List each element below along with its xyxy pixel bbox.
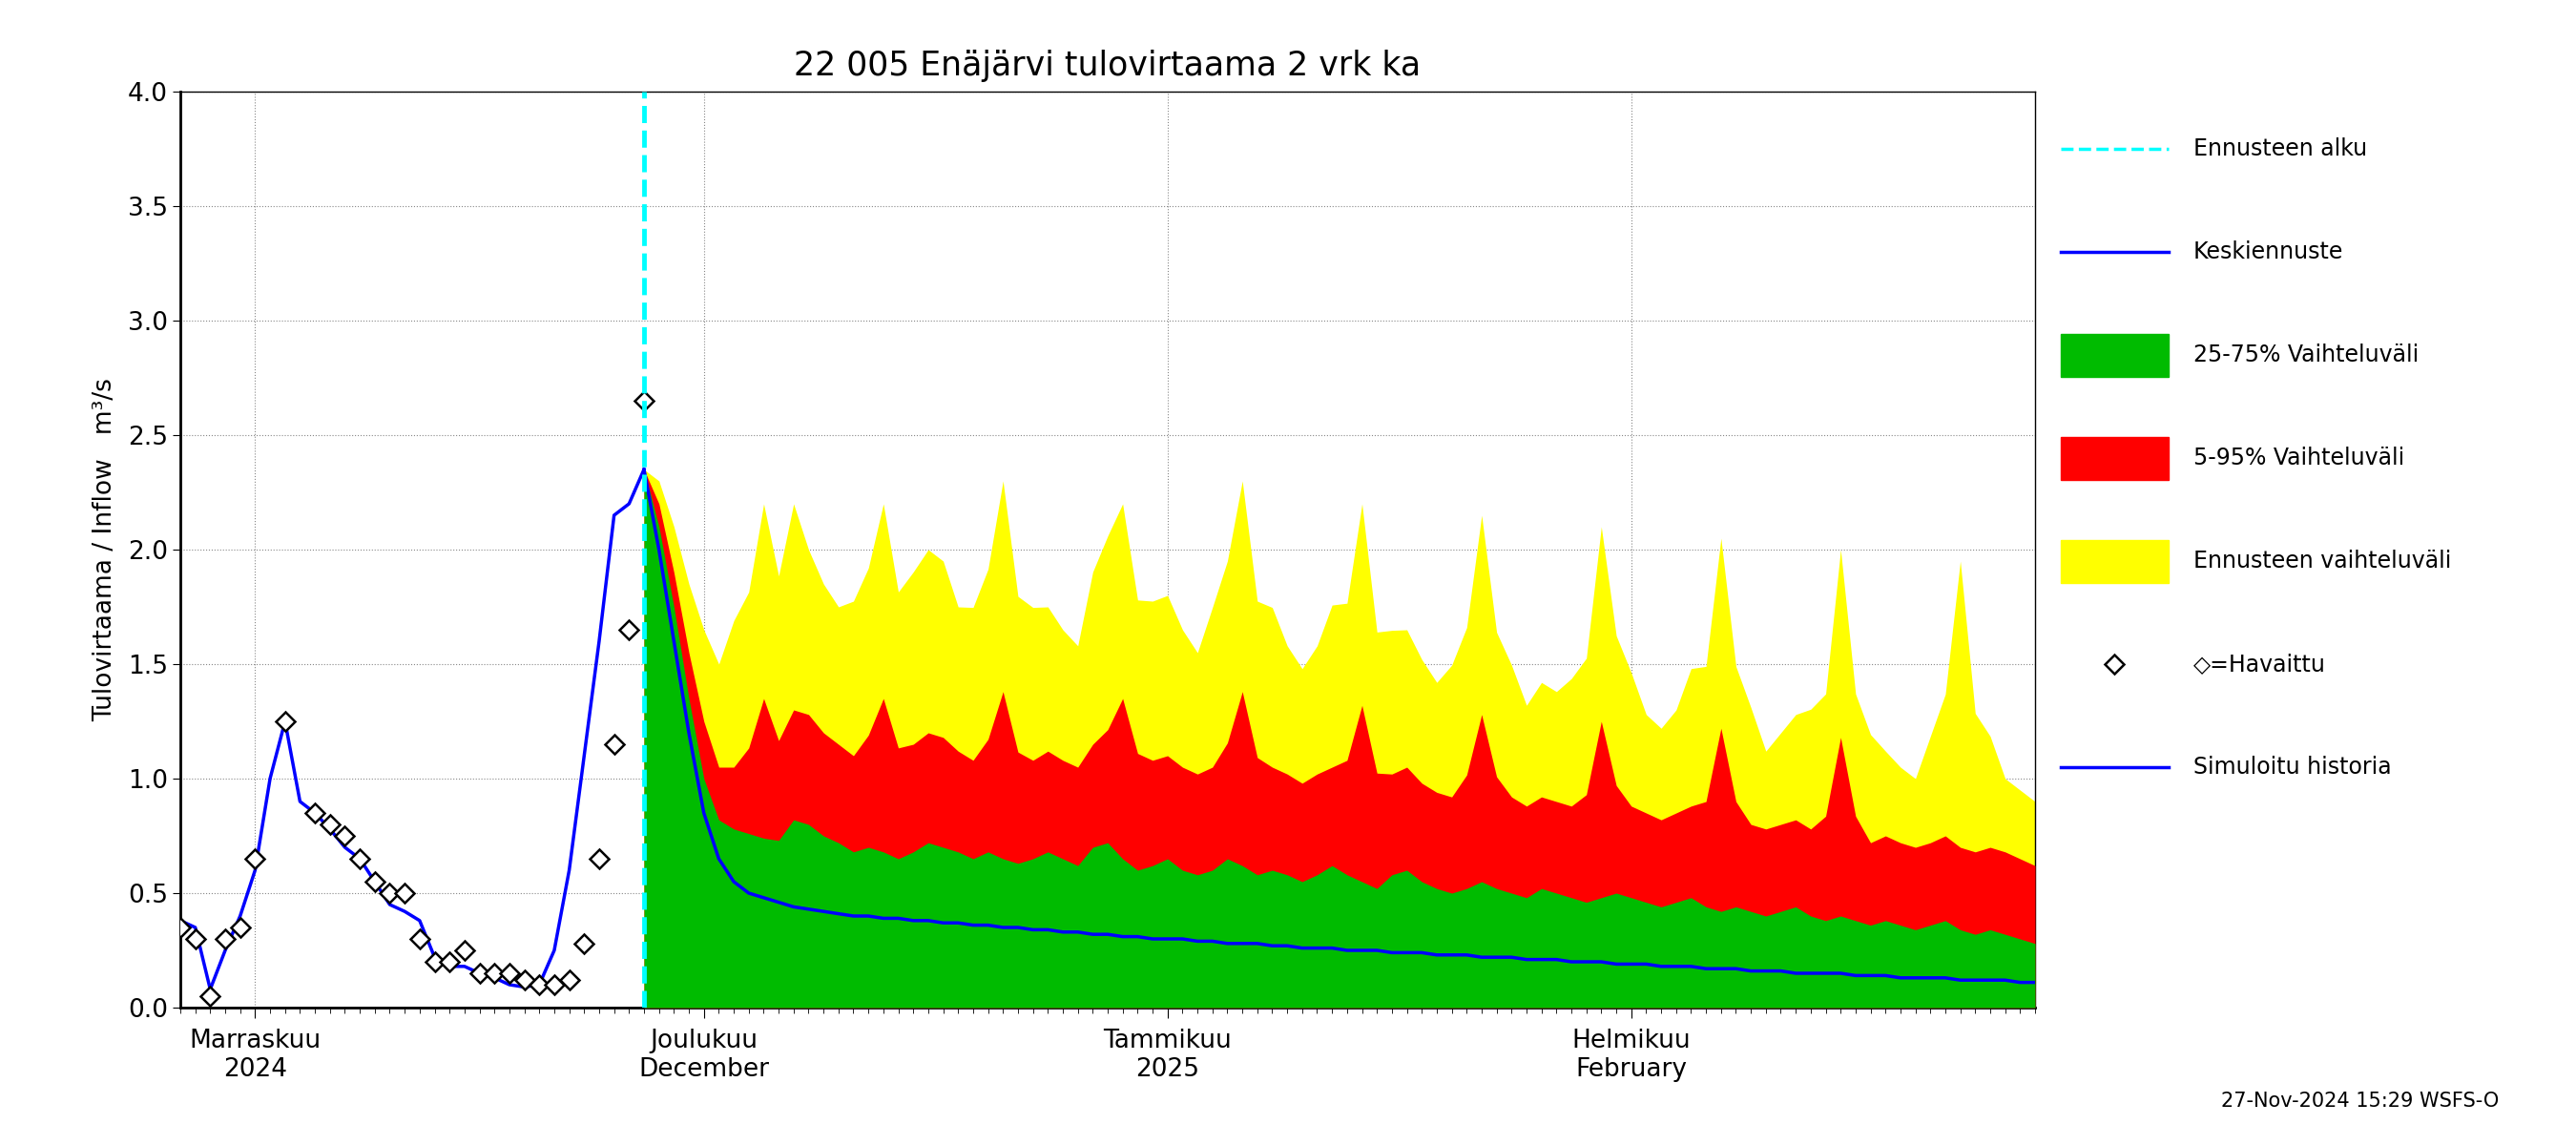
Text: Ennusteen alku: Ennusteen alku (2192, 137, 2367, 160)
FancyBboxPatch shape (2061, 333, 2169, 377)
Text: Keskiennuste: Keskiennuste (2192, 240, 2344, 263)
Y-axis label: Tulovirtaama / Inflow   m³/s: Tulovirtaama / Inflow m³/s (93, 378, 116, 721)
FancyBboxPatch shape (2061, 436, 2169, 480)
FancyBboxPatch shape (2061, 539, 2169, 583)
Text: ◇=Havaittu: ◇=Havaittu (2192, 653, 2326, 676)
Title: 22 005 Enäjärvi tulovirtaama 2 vrk ka: 22 005 Enäjärvi tulovirtaama 2 vrk ka (793, 50, 1422, 82)
Text: Simuloitu historia: Simuloitu historia (2192, 756, 2391, 779)
Text: 27-Nov-2024 15:29 WSFS-O: 27-Nov-2024 15:29 WSFS-O (2221, 1091, 2499, 1111)
Text: Ennusteen vaihteluväli: Ennusteen vaihteluväli (2192, 550, 2450, 572)
Text: 5-95% Vaihteluväli: 5-95% Vaihteluväli (2192, 447, 2403, 469)
Text: 25-75% Vaihteluväli: 25-75% Vaihteluväli (2192, 344, 2419, 366)
